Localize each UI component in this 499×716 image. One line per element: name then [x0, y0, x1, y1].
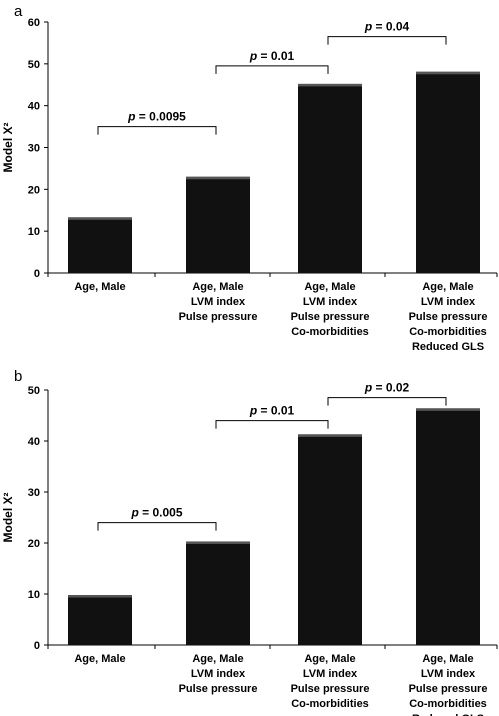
p-value-label: p = 0.005	[130, 506, 182, 520]
bar	[68, 595, 132, 645]
bar-top-highlight	[416, 71, 480, 75]
category-label: Age, Male	[192, 281, 243, 293]
category-label: Co-morbidities	[409, 698, 487, 710]
category-label: LVM index	[303, 668, 358, 680]
panel-label: b	[14, 368, 22, 385]
bar	[186, 176, 250, 273]
category-label: Pulse pressure	[291, 683, 370, 695]
category-label: Co-morbidities	[291, 698, 369, 710]
significance-bracket: p = 0.02	[327, 381, 447, 406]
category-label: Pulse pressure	[409, 311, 488, 323]
bar	[298, 434, 362, 645]
bar-top-highlight	[68, 217, 132, 220]
y-tick-label: 30	[28, 143, 40, 155]
bar-top-highlight	[416, 408, 480, 411]
bracket-line	[97, 126, 217, 135]
y-tick-label: 40	[28, 101, 40, 113]
category-label: Co-morbidities	[409, 326, 487, 338]
bar	[416, 71, 480, 273]
category-label: Reduced GLS	[412, 713, 484, 716]
category-label: Age, Male	[192, 653, 243, 665]
p-value-label: p = 0.0095	[127, 110, 186, 124]
significance-bracket: p = 0.0095	[97, 110, 217, 135]
bar-top-highlight	[298, 83, 362, 87]
category-label: Age, Male	[74, 281, 125, 293]
category-label: LVM index	[191, 668, 246, 680]
bracket-line	[215, 420, 329, 429]
y-tick-label: 0	[34, 268, 40, 280]
bar-top-highlight	[186, 176, 250, 180]
bar-top-highlight	[186, 541, 250, 544]
p-value-label: p = 0.01	[249, 404, 295, 418]
category-label: Pulse pressure	[291, 311, 370, 323]
y-tick-label: 50	[28, 59, 40, 71]
bar	[416, 408, 480, 645]
y-tick-label: 20	[28, 184, 40, 196]
category-label: Age, Male	[304, 653, 355, 665]
y-tick-label: 50	[28, 385, 40, 397]
y-tick-label: 40	[28, 436, 40, 448]
category-label: Age, Male	[74, 653, 125, 665]
bar	[186, 541, 250, 645]
p-value-label: p = 0.01	[249, 49, 295, 63]
bracket-line	[327, 397, 447, 406]
y-tick-label: 60	[28, 17, 40, 29]
category-label: Reduced GLS	[412, 341, 484, 353]
bracket-line	[97, 522, 217, 531]
bar-top-highlight	[68, 595, 132, 598]
bar-top-highlight	[298, 434, 362, 437]
bracket-line	[327, 36, 447, 45]
category-label: Co-morbidities	[291, 326, 369, 338]
y-axis-title: Model X²	[1, 492, 15, 542]
y-tick-label: 20	[28, 538, 40, 550]
chart-panel-b: b 0 10 20 30 40 50 Model X² Age, Male Age, Male LV…	[1, 368, 498, 716]
bar	[68, 217, 132, 273]
p-value-label: p = 0.04	[364, 20, 410, 34]
chart-panel-a: a 0 10 20 30 40 50 60 Model X² Age, Male Age, Male…	[1, 3, 498, 353]
y-tick-label: 30	[28, 487, 40, 499]
y-axis-title: Model X²	[1, 122, 15, 172]
panel-label: a	[14, 3, 23, 20]
category-label: Age, Male	[304, 281, 355, 293]
significance-bracket: p = 0.005	[97, 506, 217, 531]
bar	[298, 83, 362, 273]
y-tick-label: 10	[28, 226, 40, 238]
y-tick-label: 0	[34, 640, 40, 652]
bracket-line	[215, 65, 329, 74]
significance-bracket: p = 0.01	[215, 49, 329, 74]
significance-bracket: p = 0.01	[215, 404, 329, 429]
significance-bracket: p = 0.04	[327, 20, 447, 45]
y-tick-label: 10	[28, 589, 40, 601]
category-label: Pulse pressure	[409, 683, 488, 695]
category-label: Pulse pressure	[179, 311, 258, 323]
category-label: LVM index	[191, 296, 246, 308]
category-label: Pulse pressure	[179, 683, 258, 695]
category-label: LVM index	[421, 296, 476, 308]
category-label: LVM index	[303, 296, 358, 308]
category-label: Age, Male	[422, 653, 473, 665]
p-value-label: p = 0.02	[364, 381, 410, 395]
category-label: LVM index	[421, 668, 476, 680]
category-label: Age, Male	[422, 281, 473, 293]
